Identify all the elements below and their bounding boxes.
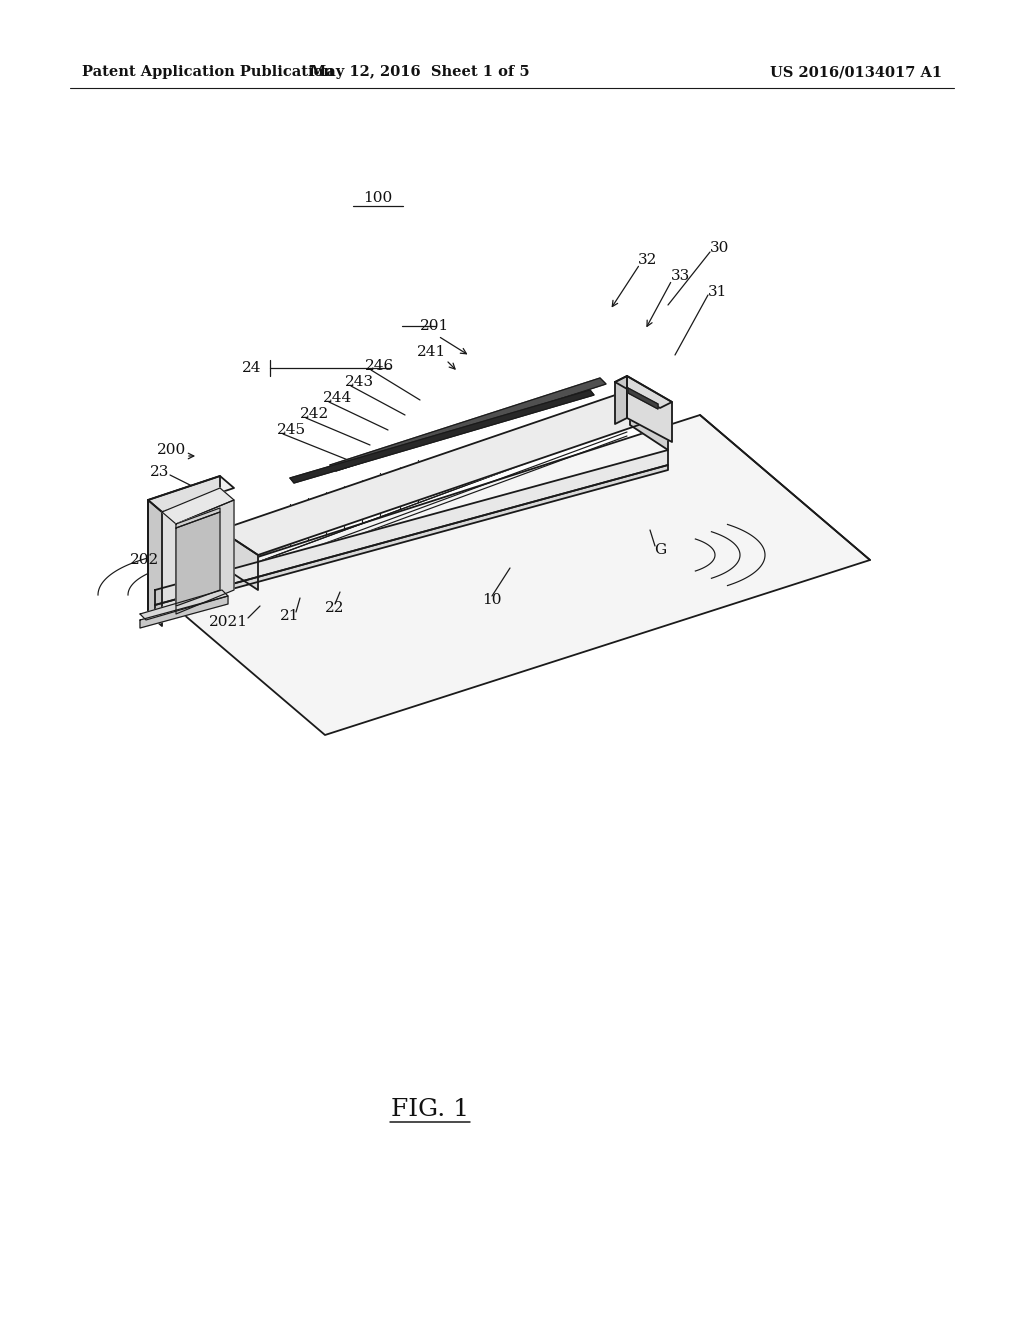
- Text: Patent Application Publication: Patent Application Publication: [82, 65, 334, 79]
- Text: 10: 10: [482, 593, 502, 607]
- Polygon shape: [155, 450, 668, 605]
- Text: 32: 32: [638, 253, 657, 267]
- Polygon shape: [615, 376, 672, 408]
- Text: 24: 24: [243, 360, 262, 375]
- Text: US 2016/0134017 A1: US 2016/0134017 A1: [770, 65, 942, 79]
- Text: FIG. 1: FIG. 1: [391, 1098, 469, 1122]
- Polygon shape: [162, 488, 234, 524]
- Polygon shape: [628, 388, 658, 409]
- Polygon shape: [176, 508, 220, 528]
- Polygon shape: [615, 376, 627, 424]
- Text: 23: 23: [151, 465, 170, 479]
- Polygon shape: [220, 389, 668, 554]
- Text: 246: 246: [366, 359, 394, 374]
- Text: G: G: [654, 543, 667, 557]
- Text: 2021: 2021: [209, 615, 248, 630]
- Text: 33: 33: [671, 269, 689, 282]
- Polygon shape: [148, 500, 162, 626]
- Polygon shape: [140, 597, 228, 628]
- Polygon shape: [148, 477, 234, 512]
- Text: 30: 30: [711, 242, 730, 255]
- Text: 202: 202: [130, 553, 160, 568]
- Text: 31: 31: [709, 285, 728, 300]
- Polygon shape: [176, 500, 234, 614]
- Polygon shape: [148, 477, 220, 614]
- Text: 244: 244: [324, 391, 352, 405]
- Text: 201: 201: [421, 319, 450, 333]
- Text: 100: 100: [364, 191, 392, 205]
- Text: 22: 22: [326, 601, 345, 615]
- Text: 200: 200: [158, 444, 186, 457]
- Text: 245: 245: [278, 422, 306, 437]
- Polygon shape: [290, 389, 594, 483]
- Text: 242: 242: [300, 407, 330, 421]
- Polygon shape: [330, 378, 606, 471]
- Polygon shape: [155, 414, 870, 735]
- Text: 21: 21: [281, 609, 300, 623]
- Text: May 12, 2016  Sheet 1 of 5: May 12, 2016 Sheet 1 of 5: [310, 65, 529, 79]
- Polygon shape: [155, 465, 668, 610]
- Polygon shape: [140, 590, 228, 620]
- Polygon shape: [220, 531, 258, 590]
- Text: 241: 241: [418, 345, 446, 359]
- Polygon shape: [630, 389, 668, 450]
- Polygon shape: [627, 376, 672, 442]
- Text: 243: 243: [345, 375, 375, 389]
- Polygon shape: [176, 512, 220, 606]
